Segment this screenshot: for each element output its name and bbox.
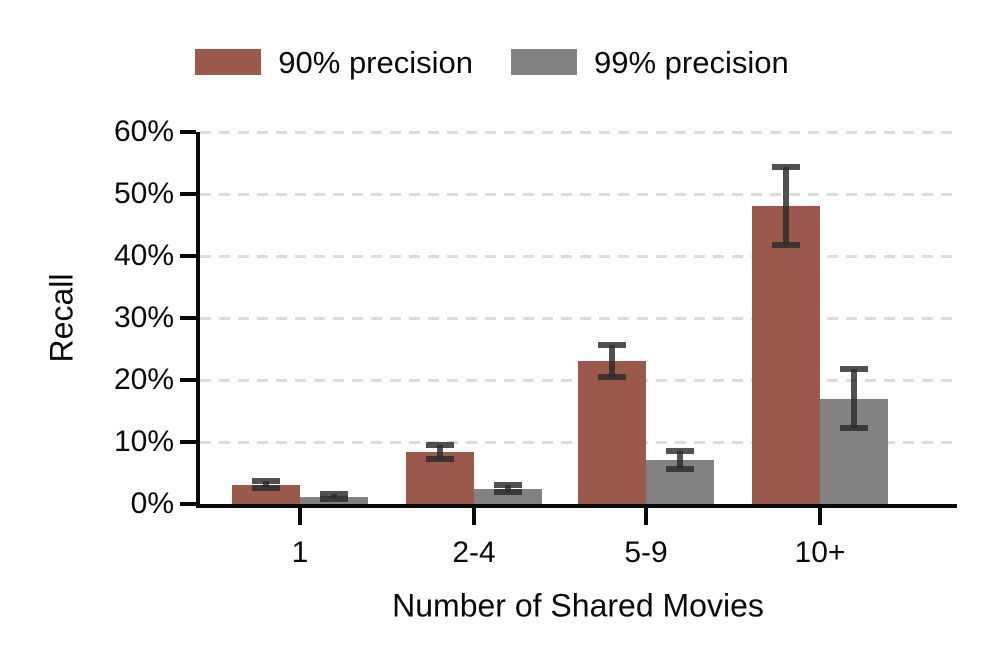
x-tick-label-1: 1: [291, 536, 309, 569]
error-bar-cap-top: [772, 164, 800, 171]
error-bar-cap-top: [494, 482, 522, 489]
y-tick-label-0: 0%: [130, 487, 174, 520]
error-bar-cap-bottom: [252, 485, 280, 492]
error-bar-line: [263, 481, 269, 489]
error-bar-cap-top: [252, 478, 280, 485]
legend-label-99-precision: 99% precision: [594, 44, 789, 80]
error-bar-cap-bottom: [494, 488, 522, 495]
error-bar-line: [505, 485, 511, 492]
error-bar-cap-top: [840, 366, 868, 373]
y-tick-label-20: 20%: [113, 363, 174, 396]
x-tick-label-10+: 10+: [794, 536, 846, 569]
error-bar-line: [677, 450, 683, 470]
x-tick-1: [298, 508, 302, 525]
y-tick-label-50: 50%: [113, 177, 174, 210]
legend-label-90-precision: 90% precision: [278, 44, 473, 80]
gridline-40: [200, 254, 957, 258]
y-tick-0: [180, 502, 196, 506]
y-tick-label-60: 60%: [113, 115, 174, 148]
error-bar-cap-top: [598, 341, 626, 348]
chart-legend: 90% precision 99% precision: [0, 40, 984, 84]
x-axis-spine: [196, 504, 957, 508]
y-tick-label-10: 10%: [113, 425, 174, 458]
y-tick-60: [180, 130, 196, 134]
error-bar-cap-bottom: [426, 455, 454, 462]
y-tick-label-30: 30%: [113, 301, 174, 334]
legend-swatch-99-precision-icon: [511, 49, 577, 75]
x-tick-5-9: [644, 508, 648, 525]
gridline-60: [200, 130, 957, 134]
y-tick-40: [180, 254, 196, 258]
error-bar-cap-top: [320, 491, 348, 498]
bar-90-precision-1: [232, 484, 300, 504]
error-bar-cap-bottom: [666, 466, 694, 473]
error-bar-line: [609, 344, 615, 377]
error-bar-cap-top: [426, 442, 454, 449]
plot-area: 0% 10% 20% 30% 40% 50% 60% 1 2-4 5-9 10+: [114, 116, 957, 569]
y-tick-10: [180, 440, 196, 444]
legend-item-99-precision: 99% precision: [511, 47, 789, 78]
error-bar-cap-bottom: [320, 496, 348, 503]
bar-90-precision-10+: [752, 206, 820, 504]
error-bar-line: [783, 167, 789, 246]
gridline-30: [200, 316, 957, 320]
bar-90-precision-5-9: [578, 360, 646, 504]
gridline-50: [200, 192, 957, 196]
legend-swatch-90-precision-icon: [195, 49, 262, 75]
error-bar-cap-bottom: [598, 373, 626, 380]
y-tick-50: [180, 192, 196, 196]
y-tick-20: [180, 378, 196, 382]
bar-99-precision-2-4: [474, 488, 542, 504]
legend-item-90-precision: 90% precision: [195, 47, 473, 78]
error-bar-cap-top: [666, 447, 694, 454]
error-bar-line: [851, 369, 857, 428]
x-tick-label-5-9: 5-9: [624, 536, 668, 569]
x-tick-10+: [818, 508, 822, 525]
x-tick-2-4: [472, 508, 476, 525]
error-bar-line: [437, 445, 443, 459]
y-tick-30: [180, 316, 196, 320]
y-tick-label-40: 40%: [113, 239, 174, 272]
error-bar-cap-bottom: [772, 242, 800, 249]
y-axis-spine: [196, 132, 200, 508]
x-axis-title: Number of Shared Movies: [392, 587, 764, 624]
error-bar-cap-bottom: [840, 424, 868, 431]
x-tick-label-2-4: 2-4: [452, 536, 496, 569]
